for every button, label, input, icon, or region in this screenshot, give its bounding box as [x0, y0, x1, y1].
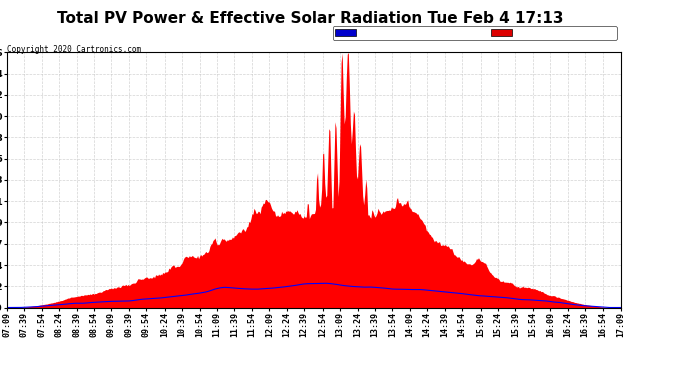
Legend: Radiation (Effective w/m2), PV Panels (DC Watts): Radiation (Effective w/m2), PV Panels (D… — [333, 26, 617, 40]
Text: Copyright 2020 Cartronics.com: Copyright 2020 Cartronics.com — [7, 45, 141, 54]
Text: Total PV Power & Effective Solar Radiation Tue Feb 4 17:13: Total PV Power & Effective Solar Radiati… — [57, 11, 564, 26]
